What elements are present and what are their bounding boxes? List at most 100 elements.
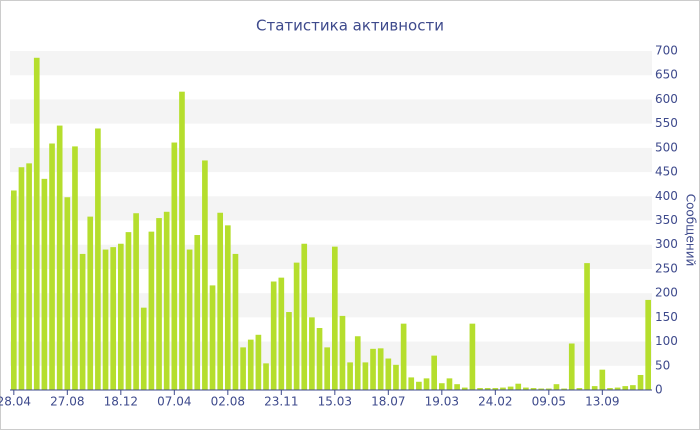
bar	[41, 178, 48, 390]
bar	[446, 378, 453, 390]
y-tick-label: 700	[655, 44, 678, 58]
x-tick-label: 07.04	[157, 395, 191, 409]
y-tick-label: 150	[655, 310, 678, 324]
grid-stripe	[10, 99, 652, 124]
bar	[64, 197, 71, 390]
y-axis-label: Сообщений	[684, 194, 698, 267]
y-tick-label: 500	[655, 140, 678, 154]
bar	[309, 317, 315, 390]
grid-stripe	[10, 244, 652, 269]
x-tick-label: 09.05	[532, 395, 566, 409]
bar	[286, 312, 292, 390]
bar	[156, 218, 162, 390]
bar	[209, 285, 216, 390]
bar	[484, 388, 491, 390]
bar	[194, 235, 201, 390]
bar	[500, 387, 506, 390]
bar	[263, 363, 269, 390]
bar	[561, 388, 567, 390]
y-tick-label: 600	[655, 92, 678, 106]
x-tick-label: 24.02	[478, 395, 512, 409]
x-tick-label: 19.03	[425, 395, 459, 409]
y-tick-label: 50	[655, 358, 670, 372]
bar	[400, 323, 407, 390]
bar	[584, 263, 590, 390]
bar	[507, 386, 514, 390]
bar	[622, 386, 629, 390]
bar	[72, 146, 78, 390]
bar	[293, 262, 300, 390]
bar	[523, 387, 529, 390]
bar	[232, 253, 239, 390]
bar	[270, 281, 277, 390]
bar	[87, 216, 94, 390]
bar	[179, 91, 185, 391]
grid-stripe	[10, 147, 652, 173]
bar	[538, 388, 545, 390]
bar	[247, 339, 254, 390]
bar	[110, 247, 117, 390]
x-tick-label: 18.07	[371, 395, 405, 409]
y-tick-label: 450	[655, 165, 678, 179]
bar	[385, 358, 392, 390]
bar	[224, 225, 231, 390]
bar	[324, 347, 331, 390]
y-tick-label: 0	[655, 383, 663, 397]
bar	[95, 128, 101, 390]
bar	[362, 362, 369, 390]
bar	[26, 163, 32, 390]
grid-stripe	[10, 341, 652, 366]
bar	[148, 231, 155, 390]
bar	[117, 243, 124, 390]
bar	[438, 383, 445, 390]
x-tick-label: 13.09	[585, 395, 619, 409]
bar	[614, 387, 621, 390]
bar	[163, 211, 170, 390]
bar	[202, 160, 208, 390]
bar	[140, 307, 147, 390]
bar	[49, 143, 55, 390]
y-tick-label: 550	[655, 116, 678, 130]
bar	[530, 388, 537, 390]
bar	[377, 348, 384, 390]
bar	[278, 277, 285, 390]
x-tick-label: 23.11	[264, 395, 298, 409]
bar	[645, 299, 652, 390]
bar	[416, 381, 422, 390]
bar	[133, 213, 139, 390]
y-tick-label: 400	[655, 189, 678, 203]
bar	[217, 212, 224, 390]
bar	[331, 246, 338, 390]
bar	[301, 243, 308, 390]
y-tick-label: 350	[655, 213, 678, 227]
bar	[10, 190, 17, 390]
bar	[393, 364, 399, 390]
grid-stripe	[10, 51, 652, 76]
bar	[347, 362, 353, 390]
x-tick-label: 18.12	[104, 395, 138, 409]
bar	[408, 377, 415, 390]
y-tick-label: 650	[655, 68, 678, 82]
bar	[171, 142, 178, 390]
bar	[79, 253, 86, 390]
bar	[186, 249, 193, 390]
chart-title: Статистика активности	[256, 17, 444, 35]
bar	[515, 383, 522, 390]
bar	[469, 323, 476, 390]
bar	[545, 388, 552, 390]
y-tick-label: 250	[655, 261, 678, 275]
bar	[461, 387, 468, 390]
bar	[18, 167, 25, 390]
y-tick-label: 300	[655, 237, 678, 251]
bar	[568, 343, 575, 390]
bar	[599, 369, 606, 390]
bar	[576, 388, 583, 390]
bar	[240, 347, 246, 390]
grid-stripe	[10, 196, 652, 221]
bar	[370, 348, 376, 390]
bar	[630, 385, 636, 390]
x-tick-label: 27.08	[50, 395, 84, 409]
bar	[255, 334, 262, 390]
x-tick-label: 28.04	[0, 395, 31, 409]
